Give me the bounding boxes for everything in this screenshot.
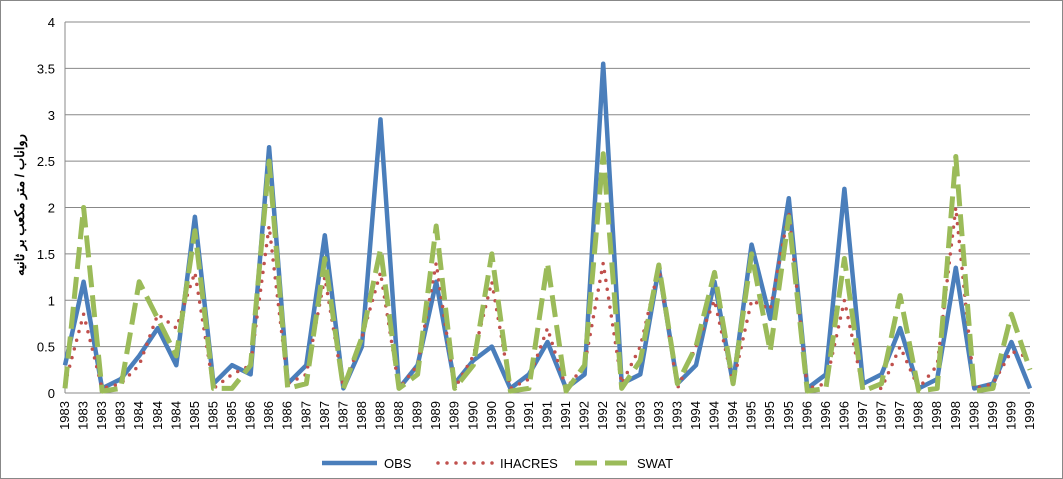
x-tick-label: 1991 [558,401,573,430]
series-line [62,151,1033,394]
x-tick-label: 1989 [428,401,443,430]
x-tick-label: 1988 [391,401,406,430]
y-tick-label: 1.5 [37,247,55,262]
x-tick-label: 1991 [540,401,555,430]
x-tick-label: 1997 [874,401,889,430]
x-tick-label: 1985 [187,401,202,430]
x-tick-label: 1985 [205,401,220,430]
x-tick-label: 1988 [372,401,387,430]
x-tick-label: 1989 [447,401,462,430]
y-axis-title: رواناب / متر مکعب بر ثانیه [12,134,28,276]
x-tick-label: 1996 [818,401,833,430]
x-tick-label: 1993 [651,401,666,430]
x-tick-label: 1983 [113,401,128,430]
x-tick-label: 1990 [484,401,499,430]
legend-label: SWAT [637,456,673,471]
y-tick-label: 3.5 [37,61,55,76]
x-tick-label: 1995 [762,401,777,430]
x-tick-label: 1992 [595,401,610,430]
x-tick-label: 1996 [836,401,851,430]
y-tick-label: 0.5 [37,340,55,355]
x-tick-label: 1986 [280,401,295,430]
x-tick-label: 1986 [243,401,258,430]
x-tick-label: 1998 [948,401,963,430]
x-tick-label: 1990 [465,401,480,430]
x-tick-label: 1994 [707,401,722,430]
x-tick-label: 1992 [614,401,629,430]
x-tick-label: 1994 [688,401,703,430]
x-tick-label: 1999 [985,401,1000,430]
x-tick-label: 1983 [94,401,109,430]
x-tick-label: 1998 [911,401,926,430]
y-tick-label: 2.5 [37,154,55,169]
x-tick-label: 1984 [150,401,165,430]
x-tick-label: 1987 [335,401,350,430]
y-tick-label: 4 [48,15,55,30]
x-tick-label: 1996 [799,401,814,430]
series-line [62,61,1033,391]
y-tick-label: 2 [48,201,55,216]
x-tick-label: 1997 [855,401,870,430]
x-tick-label: 1983 [57,401,72,430]
y-tick-label: 3 [48,108,55,123]
x-tick-label: 1984 [131,401,146,430]
x-tick-label: 1993 [669,401,684,430]
x-tick-label: 1987 [317,401,332,430]
x-tick-label: 1988 [354,401,369,430]
x-tick-label: 1999 [1003,401,1018,430]
x-tick-label: 1985 [224,401,239,430]
x-tick-label: 1999 [1022,401,1037,430]
x-tick-label: 1989 [410,401,425,430]
legend-label: IHACRES [500,456,558,471]
x-tick-label: 1997 [892,401,907,430]
x-tick-label: 1998 [966,401,981,430]
x-tick-label: 1992 [577,401,592,430]
x-tick-label: 1995 [781,401,796,430]
x-tick-label: 1993 [632,401,647,430]
y-tick-label: 0 [48,386,55,401]
x-tick-label: 1995 [744,401,759,430]
x-tick-label: 1986 [261,401,276,430]
x-tick-label: 1991 [521,401,536,430]
legend-label: OBS [384,456,412,471]
x-tick-label: 1998 [929,401,944,430]
x-tick-label: 1983 [76,401,91,430]
y-tick-label: 1 [48,293,55,308]
x-tick-label: 1984 [168,401,183,430]
x-tick-label: 1990 [502,401,517,430]
x-tick-label: 1994 [725,401,740,430]
x-tick-label: 1987 [298,401,313,430]
